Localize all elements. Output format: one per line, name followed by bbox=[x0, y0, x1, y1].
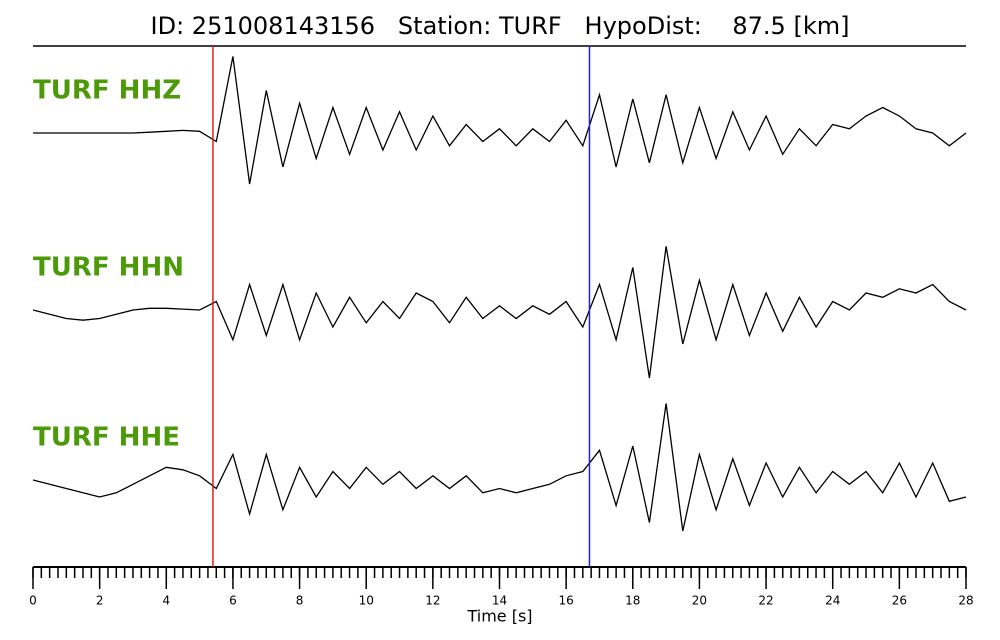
x-axis-label: Time [s] bbox=[466, 607, 532, 626]
x-tick-label: 28 bbox=[958, 594, 973, 608]
trace-label: TURF HHN bbox=[33, 253, 184, 283]
trace-label: TURF HHZ bbox=[33, 76, 181, 106]
x-tick-label: 12 bbox=[425, 594, 440, 608]
trace bbox=[32, 246, 967, 379]
chart-title: ID: 251008143156 Station: TURF HypoDist:… bbox=[151, 12, 850, 40]
x-tick-label: 18 bbox=[625, 594, 640, 608]
x-tick-label: 16 bbox=[559, 594, 574, 608]
x-tick-label: 2 bbox=[96, 594, 104, 608]
trace bbox=[33, 56, 967, 185]
x-tick-label: 0 bbox=[29, 594, 37, 608]
x-tick-label: 10 bbox=[359, 594, 374, 608]
trace bbox=[32, 403, 967, 532]
x-tick-label: 8 bbox=[296, 594, 304, 608]
x-tick-label: 14 bbox=[492, 594, 507, 608]
x-tick-label: 26 bbox=[892, 594, 907, 608]
x-tick-label: 6 bbox=[229, 594, 237, 608]
x-tick-label: 22 bbox=[758, 594, 773, 608]
x-tick-label: 20 bbox=[692, 594, 707, 608]
x-tick-label: 24 bbox=[825, 594, 840, 608]
trace-label: TURF HHE bbox=[33, 423, 180, 453]
x-tick-label: 4 bbox=[162, 594, 170, 608]
